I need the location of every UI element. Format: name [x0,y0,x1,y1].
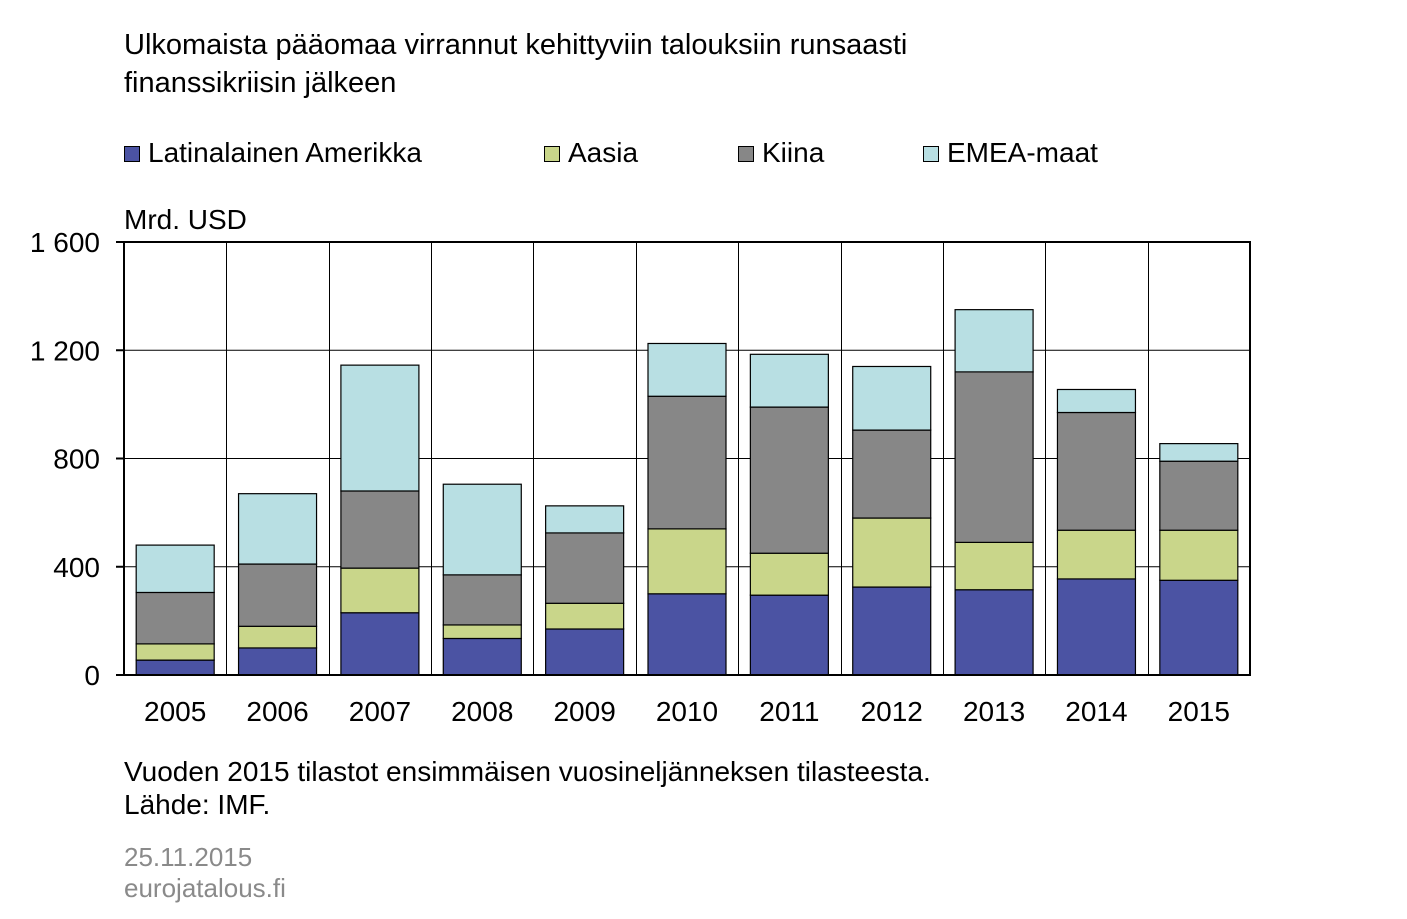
chart-footnote: Vuoden 2015 tilastot ensimmäisen vuosine… [124,755,931,821]
x-tick-label: 2009 [553,696,615,727]
bar-2014-asia [1056,529,1137,580]
bar-2010-china [647,395,727,530]
legend-swatch-latam [124,146,140,162]
bar-2007-emea [340,364,420,492]
legend-label-china: Kiina [762,137,825,168]
x-tick-label: 2007 [349,696,411,727]
bar-2005-emea [135,544,215,594]
source-note: Lähde: IMF. [124,789,271,820]
x-tick-label: 2014 [1065,696,1127,727]
publication-meta: 25.11.2015 eurojatalous.fi [124,842,286,904]
y-tick-label: 1 600 [30,227,100,258]
bar-2013-asia [954,541,1034,591]
bar-2010-emea [647,342,727,397]
y-tick-label: 800 [53,444,100,475]
bar-2012-emea [852,365,932,431]
bar-2015-china [1159,460,1239,531]
bar-2006-emea [237,493,318,565]
bar-2015-emea [1159,443,1239,462]
x-tick-label: 2015 [1168,696,1230,727]
bar-2013-china [954,371,1034,543]
bar-2013-latam [954,589,1034,676]
bar-2010-asia [647,528,727,595]
bar-2011-asia [749,552,829,596]
bar-2009-emea [545,505,625,534]
bar-2008-asia [442,624,522,640]
bar-2010-latam [647,593,727,676]
bar-2008-latam [442,637,522,676]
y-tick-label: 0 [84,660,100,691]
bar-2014-latam [1056,578,1137,676]
legend-swatch-asia [544,146,560,162]
legend-label-emea: EMEA-maat [947,137,1098,168]
bar-2008-china [442,574,522,626]
bar-2009-china [545,532,625,604]
bar-2007-latam [340,612,420,676]
x-tick-label: 2011 [759,696,819,727]
bar-2012-china [852,429,932,519]
y-tick-label: 400 [53,552,100,583]
legend-swatch-emea [923,146,939,162]
bar-2005-asia [135,643,215,661]
bar-2007-china [340,490,420,569]
x-tick-label: 2013 [963,696,1025,727]
legend-swatch-china [738,146,754,162]
x-tick-label: 2006 [246,696,308,727]
legend-label-latam: Latinalainen Amerikka [148,137,422,168]
bar-2014-emea [1056,388,1137,414]
bar-2006-asia [237,625,318,649]
legend-label-asia: Aasia [568,137,639,168]
x-tick-label: 2005 [144,696,206,727]
bar-2005-china [135,591,215,645]
bar-2006-latam [237,647,318,676]
chart-title-line-2: finanssikriisin jälkeen [124,67,397,99]
site-name: eurojatalous.fi [124,873,286,903]
bar-2011-china [749,406,829,554]
bar-2012-latam [852,586,932,676]
y-axis-unit-label: Mrd. USD [124,204,247,235]
bar-2011-latam [749,594,829,676]
chart-title-line-1: Ulkomaista pääomaa virrannut kehittyviin… [124,29,908,61]
bar-2009-asia [545,602,625,630]
bar-2008-emea [442,483,522,576]
bar-2011-emea [749,353,829,408]
bar-2014-china [1056,411,1137,531]
x-tick-label: 2012 [861,696,923,727]
publication-date: 25.11.2015 [124,842,253,872]
bar-2015-asia [1159,529,1239,581]
x-tick-label: 2008 [451,696,513,727]
chart-title: Ulkomaista pääomaa virrannut kehittyviin… [124,26,907,102]
bar-2006-china [237,563,318,627]
bar-2007-asia [340,567,420,614]
x-tick-label: 2010 [656,696,718,727]
footnote-line-1: Vuoden 2015 tilastot ensimmäisen vuosine… [124,756,931,787]
bar-2013-emea [954,309,1034,373]
bar-2009-latam [545,628,625,676]
y-tick-label: 1 200 [30,335,100,366]
bar-2005-latam [135,659,215,676]
bar-2015-latam [1159,579,1239,676]
bar-2012-asia [852,517,932,588]
